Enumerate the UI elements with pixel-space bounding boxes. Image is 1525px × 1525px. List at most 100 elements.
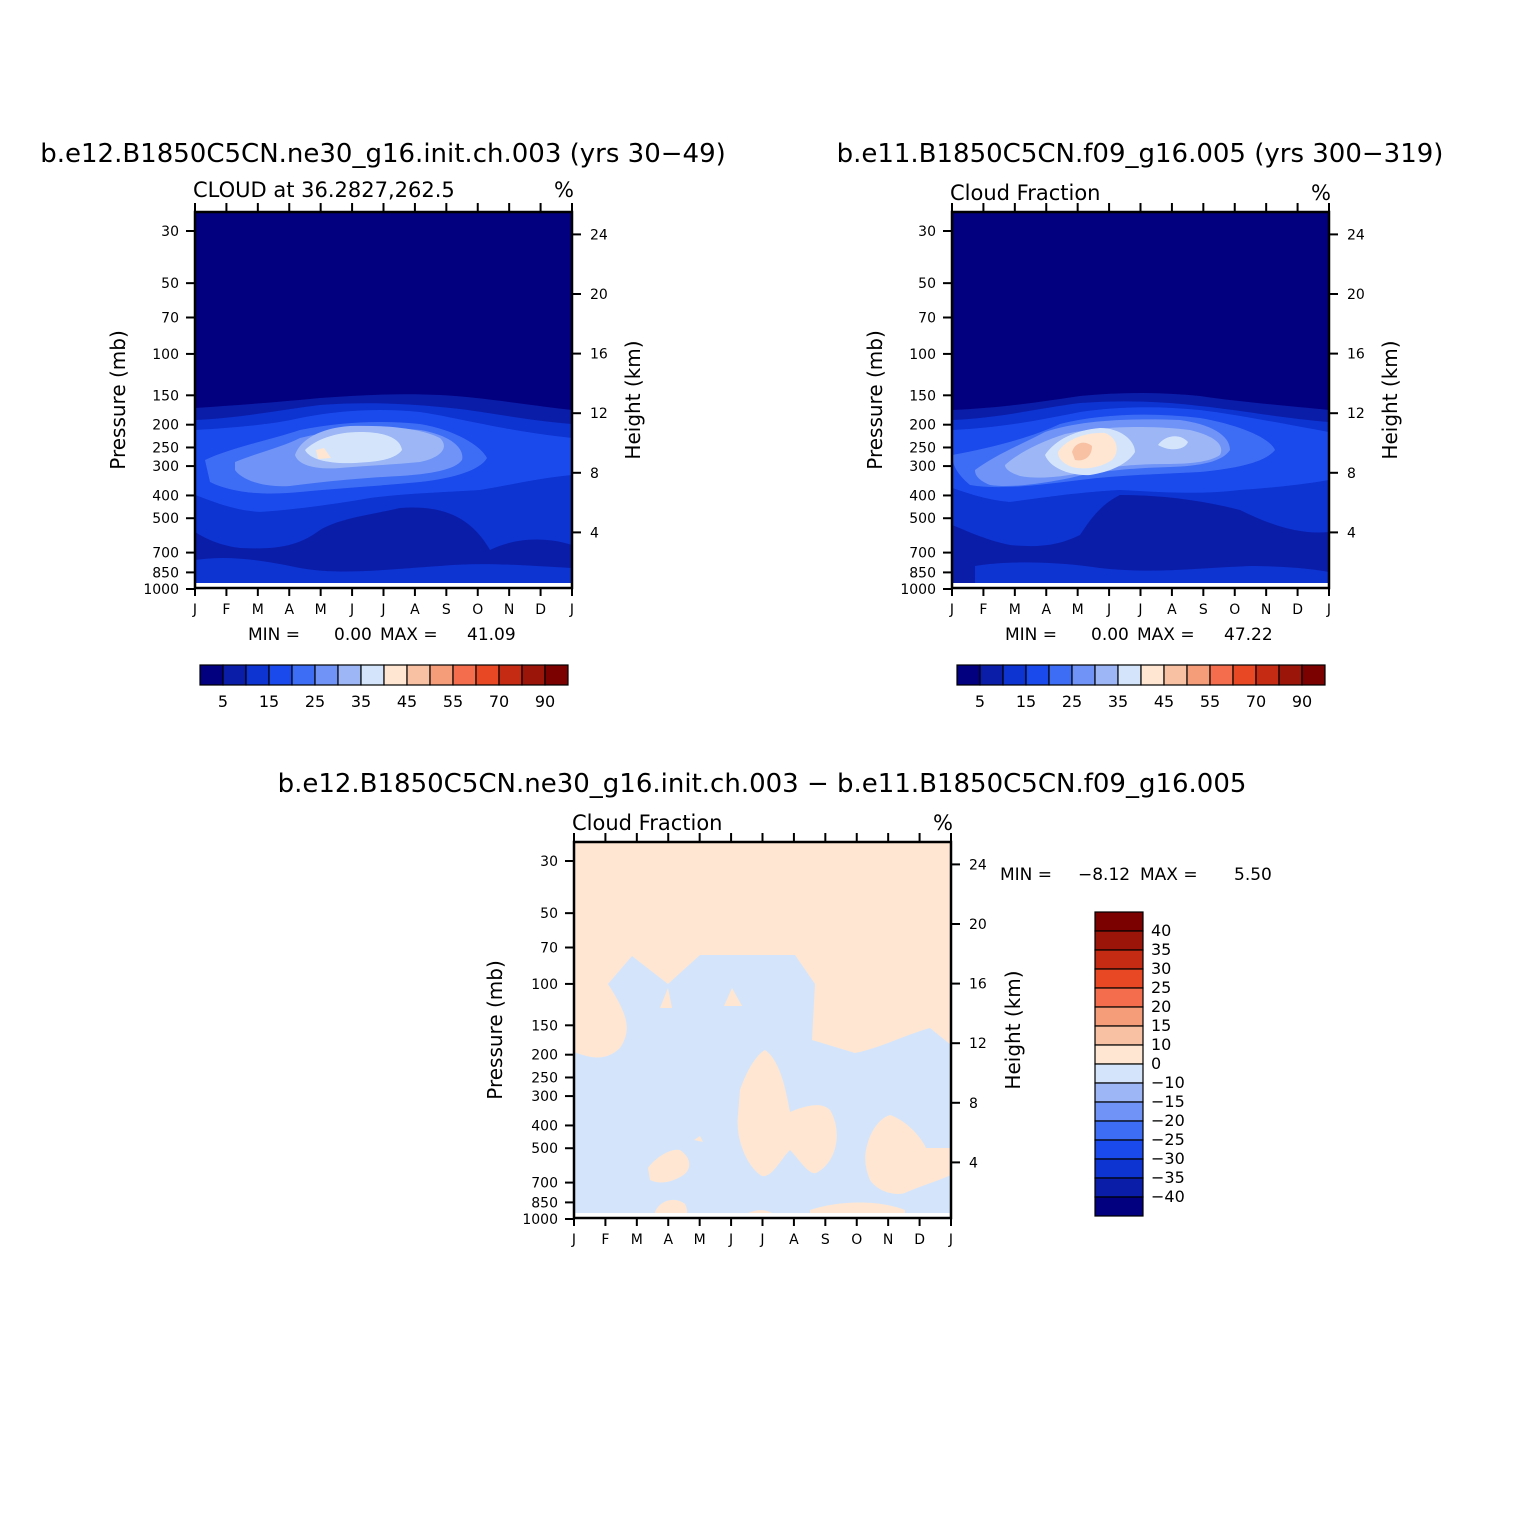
panel-title: b.e12.B1850C5CN.ne30_g16.init.ch.003 (yr… — [40, 139, 726, 169]
x-tick-label: M — [1009, 602, 1021, 618]
contour-field — [952, 212, 1329, 588]
colorbar-box — [1094, 1139, 1144, 1160]
y-right-tick-label: 16 — [590, 347, 608, 363]
x-tick-label: M — [694, 1232, 706, 1248]
x-tick-label: J — [1326, 602, 1331, 618]
x-tick-label: O — [851, 1232, 862, 1248]
y-tick-label: 850 — [152, 565, 179, 581]
colorbar-box — [1094, 949, 1144, 970]
colorbar-box — [1094, 911, 1144, 932]
x-tick-label: O — [1229, 602, 1240, 618]
x-tick-label: A — [410, 602, 420, 618]
contour-band — [1072, 442, 1092, 461]
colorbar-box — [1071, 664, 1096, 686]
colorbar-label: −40 — [1151, 1187, 1185, 1206]
colorbar-box — [199, 664, 224, 686]
colorbar-label: 30 — [1151, 959, 1171, 978]
x-tick-label: J — [948, 1232, 953, 1248]
x-tick-label: S — [1199, 602, 1208, 618]
y-tick-label: 100 — [909, 347, 936, 363]
colorbar-box — [1094, 1006, 1144, 1027]
y-tick-label: 100 — [152, 347, 179, 363]
x-tick-label: F — [222, 602, 230, 618]
y-right-tick-label: 16 — [969, 977, 987, 993]
x-tick-label: F — [601, 1232, 609, 1248]
x-tick-label: D — [1292, 602, 1303, 618]
colorbar-box — [521, 664, 546, 686]
y-axis-label: Pressure (mb) — [483, 960, 507, 1100]
colorbar-label: 0 — [1151, 1054, 1161, 1073]
x-axis-top — [194, 203, 573, 212]
panel-subtitle: Cloud Fraction — [950, 181, 1101, 205]
colorbar-box — [360, 664, 385, 686]
x-tick-label: N — [1261, 602, 1271, 618]
colorbar-box — [1094, 1101, 1144, 1122]
x-tick-label: J — [192, 602, 197, 618]
colorbar-label: 10 — [1151, 1035, 1171, 1054]
y-tick-label: 50 — [540, 906, 558, 922]
colorbar-label: 55 — [1200, 692, 1220, 711]
max-label: MAX = — [1140, 865, 1198, 885]
x-tick-label: M — [315, 602, 327, 618]
x-tick-label: A — [284, 602, 294, 618]
colorbar-box — [979, 664, 1004, 686]
max-value: 41.09 — [467, 625, 516, 645]
panel-bottom: b.e12.B1850C5CN.ne30_g16.init.ch.003 − b… — [278, 769, 1272, 1248]
colorbar-box — [1094, 1177, 1144, 1198]
max-label: MAX = — [1137, 625, 1195, 645]
y-tick-label: 200 — [531, 1048, 558, 1064]
y-right-tick-label: 12 — [1347, 406, 1365, 422]
colorbar-box — [1163, 664, 1188, 686]
y-tick-label: 850 — [531, 1195, 558, 1211]
y-tick-label: 150 — [531, 1018, 558, 1034]
y-tick-label: 1000 — [900, 582, 936, 598]
min-label: MIN = — [1005, 625, 1057, 645]
colorbar-label: −10 — [1151, 1073, 1185, 1092]
y-axis-right: 24 20 16 12 8 4 — [1329, 227, 1365, 541]
min-label: MIN = — [1000, 865, 1052, 885]
colorbar-box — [1094, 1063, 1144, 1084]
y-tick-label: 250 — [531, 1070, 558, 1086]
colorbar-box — [268, 664, 293, 686]
colorbar-box — [383, 664, 408, 686]
colorbar-label: 20 — [1151, 997, 1171, 1016]
y-tick-label: 150 — [909, 388, 936, 404]
y-tick-label: 700 — [909, 546, 936, 562]
y-tick-label: 400 — [152, 488, 179, 504]
colorbar-label: 15 — [1016, 692, 1036, 711]
colorbar-box — [475, 664, 500, 686]
y-tick-label: 30 — [918, 224, 936, 240]
colorbar-label: −25 — [1151, 1130, 1185, 1149]
colorbar-box — [1094, 968, 1144, 989]
colorbar-box — [291, 664, 316, 686]
colorbar-label: 25 — [1062, 692, 1082, 711]
contour-field — [574, 842, 951, 1218]
x-tick-label: M — [252, 602, 264, 618]
colorbar-label: 5 — [975, 692, 985, 711]
colorbar-label: 55 — [443, 692, 463, 711]
y-tick-label: 200 — [909, 418, 936, 434]
colorbar-label: 5 — [218, 692, 228, 711]
colorbar-label: 40 — [1151, 921, 1171, 940]
y-right-tick-label: 24 — [590, 227, 608, 243]
colorbar-label: 35 — [1151, 940, 1171, 959]
x-tick-label: S — [821, 1232, 830, 1248]
x-tick-label: O — [472, 602, 483, 618]
colorbar-box — [1094, 1082, 1144, 1103]
y-tick-label: 300 — [152, 459, 179, 475]
x-tick-label: M — [1072, 602, 1084, 618]
contour-band — [865, 1115, 951, 1194]
y-right-tick-label: 4 — [969, 1155, 978, 1171]
y-tick-label: 70 — [918, 311, 936, 327]
x-tick-label: D — [535, 602, 546, 618]
panel-subtitle: CLOUD at 36.2827,262.5 — [193, 178, 455, 202]
y-right-tick-label: 8 — [1347, 466, 1356, 482]
y-right-tick-label: 20 — [969, 917, 987, 933]
colorbar-label: 25 — [305, 692, 325, 711]
units-label: % — [933, 811, 953, 835]
ground-strip — [195, 583, 572, 587]
